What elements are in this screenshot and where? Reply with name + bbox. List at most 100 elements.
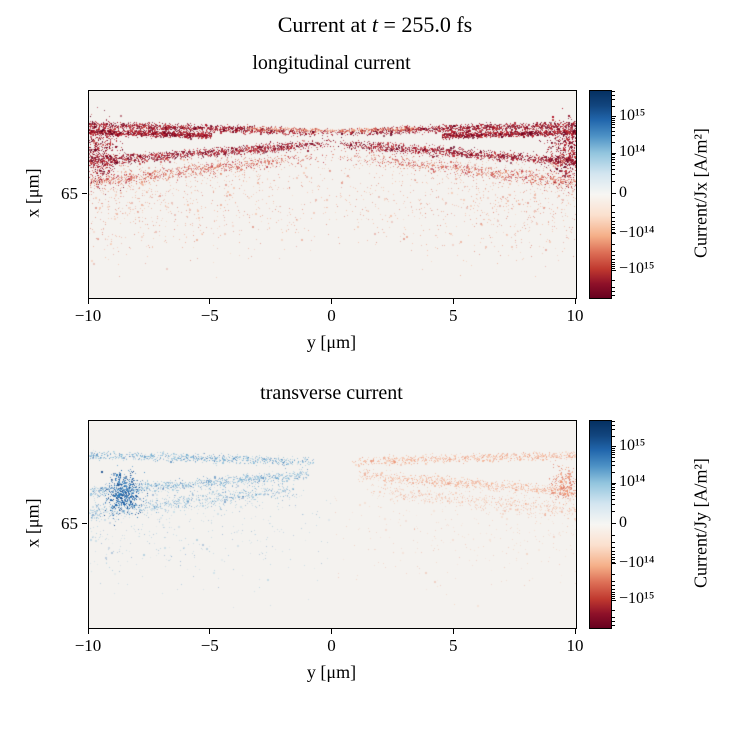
colorbar-minor-tick bbox=[612, 154, 615, 156]
colorbar-minor-tick bbox=[612, 542, 615, 544]
x-tick-label: 10 bbox=[566, 306, 584, 325]
colorbar-minor-tick bbox=[612, 593, 615, 595]
x-tick-label: −5 bbox=[200, 306, 219, 325]
colorbar-minor-tick bbox=[612, 503, 615, 505]
colorbar-tick-label: −10¹⁵ bbox=[619, 260, 655, 278]
colorbar-minor-tick bbox=[612, 554, 615, 556]
colorbar-minor-tick bbox=[612, 94, 615, 96]
colorbar-tick-label: 10¹⁵ bbox=[619, 436, 646, 454]
colorbar-minor-tick bbox=[612, 105, 615, 107]
colorbar-minor-tick bbox=[612, 164, 615, 166]
colorbar-minor-tick bbox=[612, 122, 615, 124]
plot-area bbox=[88, 90, 577, 299]
colorbar-minor-tick bbox=[612, 261, 615, 263]
x-axis-label: y [μm] bbox=[306, 332, 357, 352]
colorbar-minor-tick bbox=[612, 610, 615, 612]
colorbar-minor-tick bbox=[612, 250, 615, 252]
colorbar-minor-tick bbox=[612, 510, 615, 512]
colorbar-minor-tick bbox=[612, 99, 615, 101]
colorbar-minor-tick bbox=[612, 596, 615, 598]
colorbar-tick-label: −10¹⁵ bbox=[619, 590, 655, 608]
colorbar-minor-tick bbox=[612, 621, 615, 623]
colorbar-minor-tick bbox=[612, 449, 615, 451]
x-axis-label: y [μm] bbox=[306, 662, 357, 682]
colorbar-tick-label: 0 bbox=[619, 183, 627, 201]
scatter-canvas bbox=[89, 91, 576, 298]
x-tick bbox=[209, 299, 211, 304]
colorbar-minor-tick bbox=[612, 616, 615, 618]
colorbar-minor-tick bbox=[612, 156, 615, 158]
scatter-canvas bbox=[89, 421, 576, 628]
colorbar-minor-tick bbox=[612, 559, 615, 561]
colorbar-tick-label: 10¹⁵ bbox=[619, 106, 646, 124]
colorbar-minor-tick bbox=[612, 180, 615, 182]
colorbar-minor-tick bbox=[612, 424, 615, 426]
colorbar-minor-tick bbox=[612, 130, 615, 132]
x-tick-label: 10 bbox=[566, 636, 584, 655]
colorbar-tick bbox=[612, 193, 616, 194]
colorbar-minor-tick bbox=[612, 491, 615, 493]
colorbar-minor-tick bbox=[612, 547, 615, 549]
colorbar-minor-tick bbox=[612, 484, 615, 486]
x-tick bbox=[574, 629, 576, 634]
colorbar-label: Current/Jy [A/m²] bbox=[690, 458, 711, 588]
y-tick-label: 65 bbox=[61, 183, 78, 203]
y-tick bbox=[82, 523, 87, 524]
colorbar-minor-tick bbox=[612, 255, 615, 257]
colorbar-minor-tick bbox=[612, 488, 615, 490]
x-tick-label: 0 bbox=[327, 636, 336, 655]
colorbar-minor-tick bbox=[612, 460, 615, 462]
x-tick-label: −5 bbox=[200, 636, 219, 655]
colorbar-minor-tick bbox=[612, 231, 615, 233]
colorbar-minor-tick bbox=[612, 266, 615, 268]
x-tick bbox=[87, 299, 89, 304]
y-tick bbox=[82, 193, 87, 194]
colorbar-minor-tick bbox=[612, 224, 615, 226]
x-tick-label: −10 bbox=[74, 636, 102, 655]
colorbar-minor-tick bbox=[612, 212, 615, 214]
colorbar-minor-tick bbox=[612, 294, 615, 296]
colorbar-tick-label: 10¹⁴ bbox=[619, 473, 646, 491]
colorbar-minor-tick bbox=[612, 465, 615, 467]
figure-title: Current at t = 255.0 fs bbox=[5, 12, 745, 38]
colorbar-tick bbox=[612, 599, 616, 601]
colorbar-minor-tick bbox=[612, 118, 615, 120]
colorbar-tick bbox=[612, 446, 616, 448]
x-tick-label: 0 bbox=[327, 306, 336, 325]
colorbar-tick bbox=[612, 269, 616, 271]
colorbar-minor-tick bbox=[612, 286, 615, 288]
colorbar-minor-tick bbox=[612, 435, 615, 437]
colorbar-minor-tick bbox=[612, 141, 615, 143]
colorbar-minor-tick bbox=[612, 291, 615, 293]
colorbar-minor-tick bbox=[612, 498, 615, 500]
colorbar-minor-tick bbox=[612, 258, 615, 260]
colorbar-minor-tick bbox=[612, 91, 615, 93]
colorbar-minor-tick bbox=[612, 168, 615, 170]
colorbar-minor-tick bbox=[612, 221, 615, 223]
colorbar-tick bbox=[612, 233, 616, 235]
figure-title-suffix: = 255.0 fs bbox=[377, 12, 473, 37]
colorbar-minor-tick bbox=[612, 535, 615, 537]
colorbar-minor-tick bbox=[612, 244, 615, 246]
colorbar-tick bbox=[612, 152, 616, 154]
colorbar-minor-tick bbox=[612, 551, 615, 553]
colorbar-minor-tick bbox=[612, 494, 615, 496]
colorbar-minor-tick bbox=[612, 454, 615, 456]
x-tick bbox=[452, 629, 454, 634]
colorbar-tick-label: 10¹⁴ bbox=[619, 143, 646, 161]
colorbar-label: Current/Jx [A/m²] bbox=[690, 128, 711, 258]
colorbar-minor-tick bbox=[612, 574, 615, 576]
colorbar-minor-tick bbox=[612, 217, 615, 219]
x-tick bbox=[209, 629, 211, 634]
colorbar-tick bbox=[612, 482, 616, 484]
colorbar-minor-tick bbox=[612, 471, 615, 473]
subplot-longitudinal-current: longitudinal current y [μm] x [μm] Curre… bbox=[0, 48, 750, 378]
subplot-title: longitudinal current bbox=[252, 52, 411, 74]
colorbar-minor-tick bbox=[612, 588, 615, 590]
colorbar-minor-tick bbox=[612, 457, 615, 459]
colorbar-gradient bbox=[589, 90, 612, 299]
colorbar-tick bbox=[612, 116, 616, 118]
colorbar-minor-tick bbox=[612, 597, 615, 599]
x-tick-label: 5 bbox=[449, 306, 458, 325]
colorbar-minor-tick bbox=[612, 124, 615, 126]
